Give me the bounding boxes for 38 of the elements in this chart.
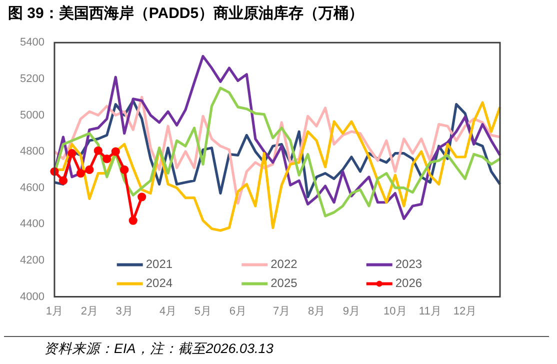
point [68,149,76,158]
y-tick-label: 5400 [20,36,44,49]
x-tick-label: 5月 [194,305,212,318]
legend-label: 2024 [146,276,173,290]
x-tick-label: 12月 [453,305,477,318]
y-tick-label: 4000 [20,290,44,303]
point [138,192,146,202]
point [111,147,120,156]
text: 资料来源：EIA，注：截至2026.03.13 [4,336,549,358]
chart-title: 图 39：美国西海岸（PADD5）商业原油库存（万桶） [8,4,364,23]
x-tick-label: 2月 [80,305,98,318]
legend-label: 2025 [270,276,298,290]
point [128,216,138,225]
x-tick-label: 4月 [159,305,177,318]
x-tick-label: 10月 [384,305,407,318]
point [94,146,102,155]
x-tick-label: 7月 [273,305,290,318]
y-tick-label: 5000 [20,109,44,122]
x-tick-label: 6月 [229,305,246,318]
x-tick-label: 3月 [116,305,133,318]
x-tick-label: 9月 [342,305,360,318]
legend-label: 2026 [395,276,422,290]
point [85,165,94,174]
legend-label: 2022 [270,257,298,272]
y-tick-label: 5200 [20,72,44,85]
x-tick-label: 11月 [418,305,442,318]
y-tick-label: 4400 [20,218,44,230]
point [102,154,112,164]
point [58,176,68,185]
point [76,169,85,178]
y-tick-label: 4600 [20,182,44,194]
point [120,165,129,174]
legend-label: 2023 [395,257,422,272]
y-tick-label: 4200 [20,254,44,267]
x-tick-label: 1月 [46,305,64,318]
legend-label: 2021 [146,257,173,272]
x-tick-label: 8月 [308,305,326,318]
y-tick-label: 4800 [20,146,44,158]
